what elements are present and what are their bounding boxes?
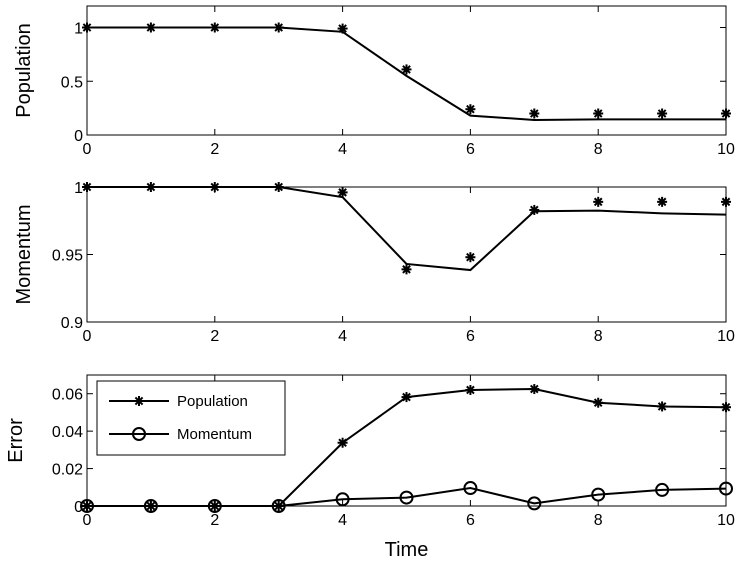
data-point-star xyxy=(721,108,731,119)
data-point-star xyxy=(465,252,476,263)
data-point-circle xyxy=(655,482,670,497)
data-point-circle xyxy=(463,481,478,496)
data-point-star xyxy=(529,384,540,395)
series-fit-line xyxy=(87,26,726,121)
x-tick-label: 4 xyxy=(338,141,347,158)
x-tick-label: 4 xyxy=(338,328,347,345)
legend-label: Population xyxy=(177,393,248,410)
x-tick-label: 10 xyxy=(717,328,735,345)
data-point-star xyxy=(529,108,540,119)
x-tick-label: 0 xyxy=(83,328,92,345)
x-tick-label: 2 xyxy=(210,512,219,529)
data-point-star xyxy=(721,196,731,207)
x-tick-label: 6 xyxy=(466,512,475,529)
y-tick-label: 0.5 xyxy=(61,74,83,91)
data-point-circle xyxy=(271,499,286,513)
y-axis-label: Momentum xyxy=(13,204,35,304)
data-point-star xyxy=(145,22,156,33)
legend-star-marker xyxy=(134,396,144,406)
data-point-star xyxy=(657,401,668,412)
x-tick-label: 0 xyxy=(83,512,92,529)
y-tick-label: 1 xyxy=(74,180,83,197)
x-tick-label: 2 xyxy=(210,328,219,345)
data-point-star xyxy=(401,392,412,403)
x-tick-label: 8 xyxy=(594,512,603,529)
data-point-star xyxy=(209,182,220,192)
y-tick-label: 0.95 xyxy=(52,248,83,265)
data-point-star xyxy=(465,104,476,115)
data-point-star xyxy=(337,437,348,448)
legend: Population Momentum xyxy=(96,380,286,456)
data-point-star xyxy=(721,402,731,413)
legend-entry-momentum: Momentum xyxy=(109,426,252,443)
series-fit-line xyxy=(87,186,727,272)
data-point-star xyxy=(401,264,412,275)
y-axis-label: Population xyxy=(13,23,35,118)
data-point-circle xyxy=(207,499,222,513)
y-tick-label: 0 xyxy=(74,499,83,516)
axes-frame xyxy=(86,5,727,136)
x-tick-label: 4 xyxy=(338,512,347,529)
data-point-circle xyxy=(80,499,94,513)
axes-frame xyxy=(86,186,727,323)
series-momentum xyxy=(80,481,733,513)
data-point-star xyxy=(593,196,604,207)
data-point-star xyxy=(657,196,668,207)
data-point-circle xyxy=(143,499,158,513)
y-tick-label: 1 xyxy=(74,21,83,38)
x-tick-label: 6 xyxy=(466,141,475,158)
legend-entry-population: Population xyxy=(109,393,248,410)
series-markers xyxy=(82,22,731,119)
y-tick-label: 0 xyxy=(74,128,83,145)
axes-frame xyxy=(86,374,727,507)
x-tick-label: 0 xyxy=(83,141,92,158)
data-point-circle xyxy=(399,490,414,505)
data-point-star xyxy=(593,108,604,119)
data-point-star xyxy=(465,384,476,395)
data-point-circle xyxy=(527,496,542,511)
data-point-star xyxy=(273,22,284,33)
data-point-star xyxy=(657,108,668,119)
legend-label: Momentum xyxy=(177,426,252,443)
series-line xyxy=(87,487,727,507)
data-point-star xyxy=(82,22,92,33)
series-markers xyxy=(82,182,731,275)
data-point-circle xyxy=(335,492,350,507)
data-point-star xyxy=(337,23,348,34)
y-tick-label: 0.04 xyxy=(52,424,83,441)
legend-box xyxy=(96,380,286,456)
x-tick-label: 8 xyxy=(594,141,603,158)
y-tick-label: 0.9 xyxy=(61,315,83,332)
x-tick-label: 10 xyxy=(717,141,735,158)
legend-circle-marker xyxy=(132,427,146,441)
data-point-circle xyxy=(719,481,733,496)
x-tick-label: 2 xyxy=(210,141,219,158)
data-point-star xyxy=(529,204,540,215)
subplot-2: 0 2 4 6 8 10 0.9 0.95 1 Momentum xyxy=(13,180,735,345)
subplot-3: 0 2 4 6 8 10 0 0.02 0.04 0.06 Error Time Population M… xyxy=(5,374,735,561)
data-point-star xyxy=(401,64,412,75)
subplot-1: 0 2 4 6 8 10 0 0.5 1 Population xyxy=(13,5,735,158)
data-point-star xyxy=(337,187,348,198)
data-point-star xyxy=(82,182,92,192)
x-axis-label: Time xyxy=(385,539,429,561)
data-point-star xyxy=(145,182,156,192)
data-point-star xyxy=(593,397,604,408)
data-point-star xyxy=(273,182,284,192)
x-tick-label: 8 xyxy=(594,328,603,345)
series-line xyxy=(87,186,727,272)
x-tick-label: 6 xyxy=(466,328,475,345)
y-tick-label: 0.06 xyxy=(52,387,83,404)
y-tick-label: 0.02 xyxy=(52,462,83,479)
data-point-circle xyxy=(591,487,606,502)
x-tick-label: 10 xyxy=(717,512,735,529)
y-axis-label: Error xyxy=(5,418,27,463)
series-line xyxy=(87,26,726,121)
data-point-star xyxy=(209,22,220,33)
